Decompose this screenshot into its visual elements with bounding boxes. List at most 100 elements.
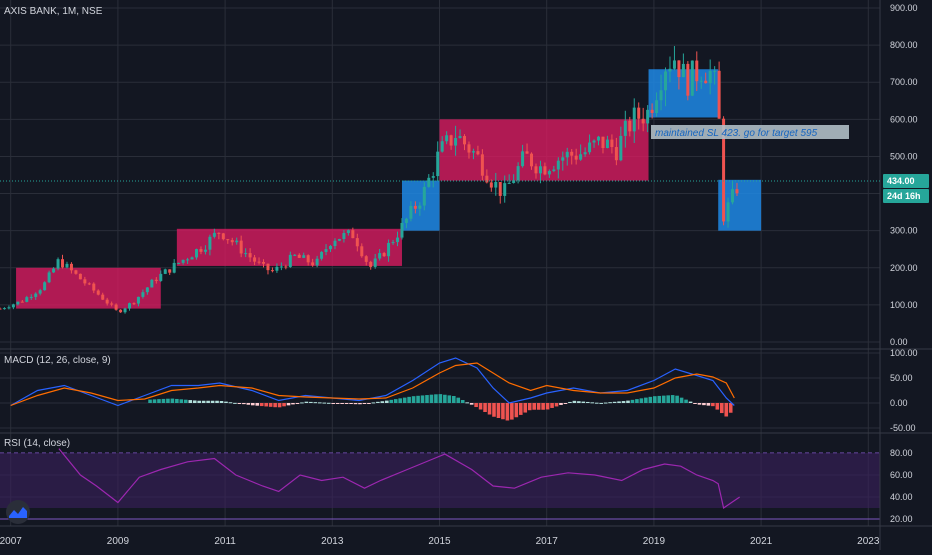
candle-down (132, 303, 136, 305)
candle-down (530, 153, 534, 167)
countdown-badge (883, 189, 929, 203)
macd-histogram-bar (210, 400, 215, 403)
candle-up (38, 290, 42, 294)
macd-histogram-bar (594, 402, 599, 404)
candle-up (387, 242, 391, 257)
tradingview-logo-icon[interactable] (6, 500, 30, 524)
candle-up (293, 254, 297, 256)
macd-label[interactable]: MACD (12, 26, close, 9) (4, 355, 111, 366)
macd-histogram-bar (514, 403, 519, 418)
macd-histogram-bar (572, 400, 577, 403)
candle-down (83, 279, 87, 284)
candle-up (512, 180, 516, 183)
candle-up (244, 253, 248, 255)
candle-up (605, 139, 609, 149)
candle-down (230, 240, 234, 243)
macd-histogram-bar (675, 395, 679, 403)
macd-histogram-bar (728, 403, 733, 413)
candle-down (467, 144, 471, 153)
candle-down (614, 147, 618, 161)
macd-histogram-bar (559, 403, 563, 405)
candle-up (632, 107, 636, 132)
candle-up (29, 296, 33, 298)
candle-up (235, 240, 239, 243)
symbol-title[interactable]: AXIS BANK, 1M, NSE (4, 6, 103, 17)
candle-down (722, 118, 726, 222)
time-axis-label: 2019 (643, 536, 666, 547)
macd-histogram-bar (612, 401, 617, 403)
candle-up (324, 249, 328, 252)
candle-down (449, 135, 453, 146)
price-axis-label: 600.00 (890, 114, 918, 124)
candle-down (735, 189, 739, 194)
candle-up (337, 238, 341, 241)
candle-down (382, 253, 386, 257)
candle-up (726, 202, 730, 222)
candle-down (226, 239, 230, 241)
macd-histogram-bar (242, 403, 246, 405)
time-axis-label: 2011 (214, 536, 236, 547)
candle-up (275, 266, 279, 271)
candle-down (677, 60, 681, 78)
macd-axis-label: 100.00 (890, 348, 918, 358)
rsi-label[interactable]: RSI (14, close) (4, 438, 70, 449)
macd-histogram-bar (666, 395, 670, 403)
candle-up (11, 304, 15, 308)
candle-up (34, 293, 38, 297)
candle-up (404, 218, 408, 223)
macd-histogram-bar (407, 396, 411, 403)
current-price-value: 434.00 (887, 176, 915, 186)
macd-histogram-bar (425, 395, 429, 403)
candle-down (0, 308, 2, 310)
macd-line (10, 357, 735, 407)
macd-histogram-bar (626, 400, 630, 403)
macd-histogram-bar (541, 403, 545, 410)
candle-up (708, 70, 712, 84)
candle-up (731, 189, 735, 203)
candle-up (346, 230, 350, 234)
candle-down (355, 238, 359, 247)
candle-up (507, 182, 511, 184)
candle-down (74, 270, 78, 274)
candle-up (177, 262, 181, 264)
macd-histogram-bar (313, 402, 318, 404)
macd-histogram-bar (518, 403, 523, 415)
price-axis-label: 700.00 (890, 77, 918, 87)
macd-histogram-bar (389, 399, 394, 403)
macd-histogram-bar (639, 398, 644, 403)
macd-histogram-bar (438, 394, 443, 403)
macd-histogram-bar (358, 403, 362, 405)
macd-histogram-bar (416, 395, 420, 403)
rsi-axis-label: 40.00 (890, 492, 913, 502)
candle-down (306, 255, 310, 263)
macd-histogram-bar (340, 403, 344, 404)
candle-up (699, 80, 703, 82)
macd-axis-label: 0.00 (890, 398, 908, 408)
macd-histogram-bar (295, 403, 300, 404)
candle-up (623, 120, 627, 136)
macd-histogram-bar (443, 394, 447, 403)
candle-up (431, 176, 435, 178)
macd-histogram-bar (474, 403, 478, 408)
macd-histogram-bar (608, 402, 612, 404)
candle-up (195, 249, 199, 258)
macd-histogram-bar (246, 403, 251, 405)
time-axis-label: 2009 (107, 536, 130, 547)
macd-histogram-bar (447, 395, 452, 403)
candle-down (476, 151, 480, 155)
macd-histogram-bar (219, 401, 224, 403)
annotation-callout[interactable]: maintained SL 423. go for target 595 (651, 125, 849, 139)
macd-histogram-bar (237, 403, 242, 404)
macd-histogram-bar (362, 403, 367, 404)
macd-histogram-bar (326, 402, 331, 404)
countdown-value: 24d 16h (887, 191, 921, 201)
macd-panel (10, 357, 735, 421)
macd-histogram-bar (661, 395, 666, 403)
macd-histogram-bar (286, 403, 291, 406)
macd-histogram-bar (166, 398, 170, 403)
price-axis-label: 500.00 (890, 151, 918, 161)
candle-down (485, 175, 489, 183)
macd-histogram-bar (635, 399, 639, 403)
